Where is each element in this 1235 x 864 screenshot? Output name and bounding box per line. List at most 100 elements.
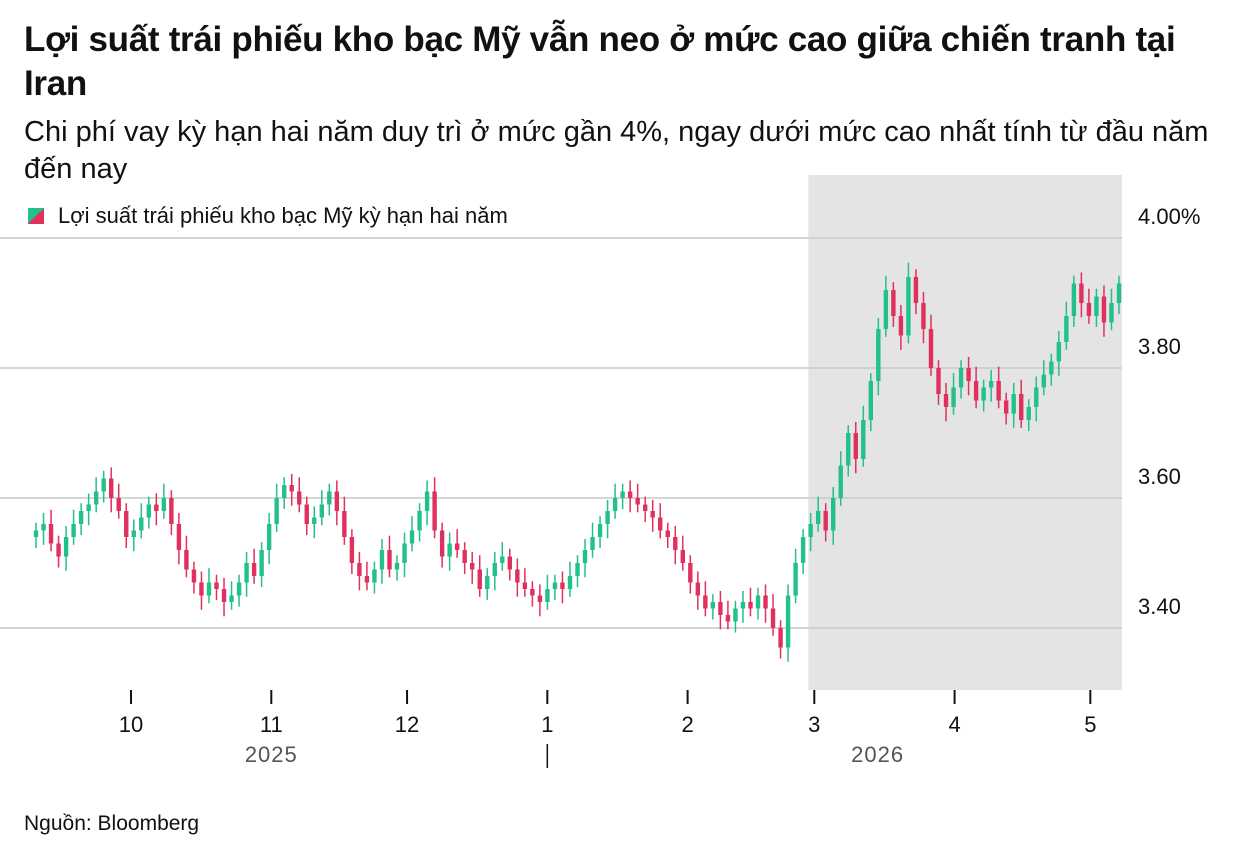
candle-body xyxy=(1064,316,1069,342)
candle-body xyxy=(567,576,573,589)
candle-body xyxy=(725,615,731,622)
candle-body xyxy=(169,498,174,524)
candle-body xyxy=(658,517,663,531)
source-note: Nguồn: Bloomberg xyxy=(24,812,200,835)
candle-body xyxy=(680,550,685,563)
x-tick-label: 3 xyxy=(808,712,820,737)
candle-body xyxy=(33,530,39,537)
candle-body xyxy=(48,524,54,544)
candle-body xyxy=(432,491,437,531)
candle-body xyxy=(733,608,738,622)
candle-body xyxy=(1109,303,1114,323)
candle-body xyxy=(906,277,911,336)
candle-body xyxy=(688,563,693,583)
candle-body xyxy=(146,504,152,518)
candle-body xyxy=(349,537,355,563)
candle-body xyxy=(831,498,836,531)
candle-body xyxy=(492,563,497,576)
candle-body xyxy=(124,511,129,537)
candle-body xyxy=(597,524,603,537)
candle-body xyxy=(1011,394,1016,414)
candle-body xyxy=(357,563,362,576)
candle-body xyxy=(199,582,204,596)
candle-body xyxy=(951,387,956,407)
candle-body xyxy=(161,498,167,511)
candle-body xyxy=(876,329,881,381)
candle-body xyxy=(116,498,121,511)
candle-body xyxy=(1086,303,1092,316)
candle-body xyxy=(973,381,979,401)
candle-body xyxy=(823,511,828,531)
candle-body xyxy=(815,511,821,524)
candle-body xyxy=(191,569,197,583)
candle-body xyxy=(891,290,896,316)
candle-body xyxy=(612,498,618,511)
candle-body xyxy=(462,550,467,563)
candle-body xyxy=(755,595,761,609)
chart-subtitle: Chi phí vay kỳ hạn hai năm duy trì ở mức… xyxy=(24,116,1209,185)
candle-body xyxy=(898,316,904,336)
candle-body xyxy=(921,303,926,329)
candle-body xyxy=(650,511,655,518)
candle-body xyxy=(958,368,964,388)
x-year-label: 2026 xyxy=(851,742,904,767)
candle-body xyxy=(417,511,422,531)
candle-body xyxy=(1026,407,1031,420)
candle-body xyxy=(770,608,776,628)
candle-body xyxy=(402,543,407,563)
candle-body xyxy=(229,595,234,602)
candle-body xyxy=(590,537,595,550)
candle-body xyxy=(139,517,144,531)
candle-body xyxy=(800,537,806,563)
candle-body xyxy=(297,491,302,505)
x-year-label: 2025 xyxy=(245,742,298,767)
candle-body xyxy=(627,491,633,498)
candle-body xyxy=(176,524,182,550)
candle-body xyxy=(913,277,919,303)
candle-body xyxy=(740,602,746,609)
candle-body xyxy=(154,504,159,511)
candle-body xyxy=(883,290,889,329)
candle-body xyxy=(846,433,851,466)
candle-body xyxy=(853,433,858,459)
x-tick-label: 11 xyxy=(260,712,283,737)
candle-body xyxy=(522,582,528,589)
candle-body xyxy=(1041,374,1046,388)
candle-body xyxy=(808,524,813,537)
candle-body xyxy=(477,569,482,589)
candle-body xyxy=(86,504,91,511)
shaded-region xyxy=(808,175,1122,690)
y-tick-label: 3.80 xyxy=(1138,334,1181,359)
candle-body xyxy=(109,478,114,498)
candle-body xyxy=(206,582,212,596)
candle-body xyxy=(281,485,287,498)
candle-body xyxy=(838,465,843,498)
candle-body xyxy=(424,491,430,511)
candle-body xyxy=(41,524,46,531)
candle-body xyxy=(379,550,385,570)
candle-body xyxy=(763,595,768,609)
candle-body xyxy=(966,368,971,381)
candle-body xyxy=(560,582,565,589)
candle-body xyxy=(319,504,324,518)
candle-body xyxy=(582,550,588,563)
chart-title: Lợi suất trái phiếu kho bạc Mỹ vẫn neo ở… xyxy=(24,20,1176,103)
x-tick-label: 10 xyxy=(119,712,143,737)
candle-body xyxy=(394,563,400,570)
candle-body xyxy=(439,530,445,557)
candle-body xyxy=(793,563,798,596)
candle-body xyxy=(409,530,415,544)
candle-body xyxy=(364,576,370,583)
candle-body xyxy=(71,524,76,537)
candle-body xyxy=(635,498,640,505)
candle-body xyxy=(642,504,648,511)
x-tick-label: 4 xyxy=(948,712,960,737)
candle-body xyxy=(236,582,242,596)
candle-body xyxy=(710,602,716,609)
candle-body xyxy=(214,582,219,589)
candle-body xyxy=(703,595,708,609)
x-tick-label: 2 xyxy=(681,712,693,737)
candle-body xyxy=(274,498,279,524)
candle-body xyxy=(981,387,986,401)
